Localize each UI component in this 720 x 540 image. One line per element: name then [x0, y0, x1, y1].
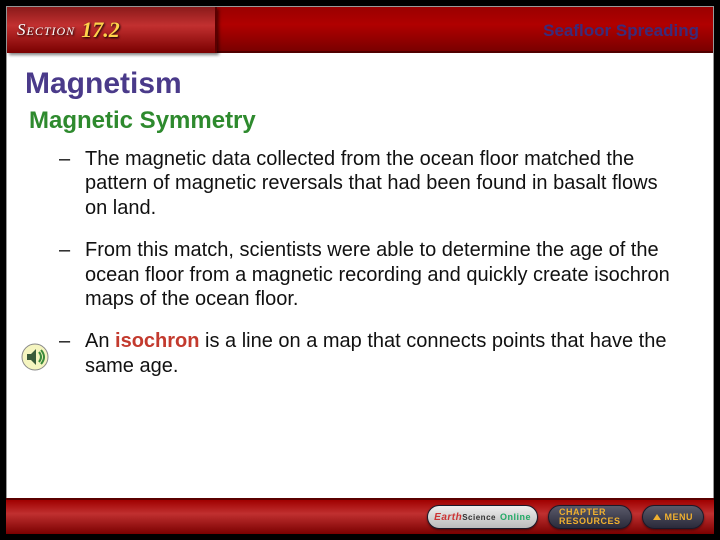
bullet-text-pre: An [85, 330, 115, 352]
menu-button[interactable]: MENU [642, 505, 705, 529]
header-band: Section 17.2 Seafloor Spreading [7, 7, 713, 53]
list-item: An isochron is a line on a map that conn… [59, 329, 685, 378]
vocab-term: isochron [115, 330, 199, 352]
content-area: Magnetism Magnetic Symmetry The magnetic… [7, 53, 713, 378]
chevron-up-icon [653, 514, 661, 520]
online-label: Online [500, 512, 531, 522]
slide: Section 17.2 Seafloor Spreading Magnetis… [6, 6, 714, 534]
section-tab: Section 17.2 [7, 7, 217, 53]
science-online-button[interactable]: EarthScience Online [427, 505, 538, 529]
page-subtitle: Magnetic Symmetry [25, 107, 685, 135]
chapter-resources-button[interactable]: CHAPTER RESOURCES [548, 505, 632, 529]
section-label: Section [17, 20, 75, 40]
footer-bar: EarthScience Online CHAPTER RESOURCES ME… [6, 498, 714, 534]
brand-pre: Earth [434, 512, 462, 523]
audio-icon[interactable] [21, 343, 49, 371]
menu-label: MENU [665, 512, 694, 522]
section-number: 17.2 [81, 17, 120, 43]
chapter-title: Seafloor Spreading [543, 21, 699, 41]
list-item: The magnetic data collected from the oce… [59, 147, 685, 220]
bullet-list: The magnetic data collected from the oce… [25, 147, 685, 378]
resources-label: RESOURCES [559, 517, 621, 526]
brand-post: Science [462, 513, 496, 522]
bullet-text: The magnetic data collected from the oce… [85, 148, 658, 219]
list-item: From this match, scientists were able to… [59, 238, 685, 311]
page-title: Magnetism [25, 67, 685, 101]
bullet-text: From this match, scientists were able to… [85, 239, 670, 310]
